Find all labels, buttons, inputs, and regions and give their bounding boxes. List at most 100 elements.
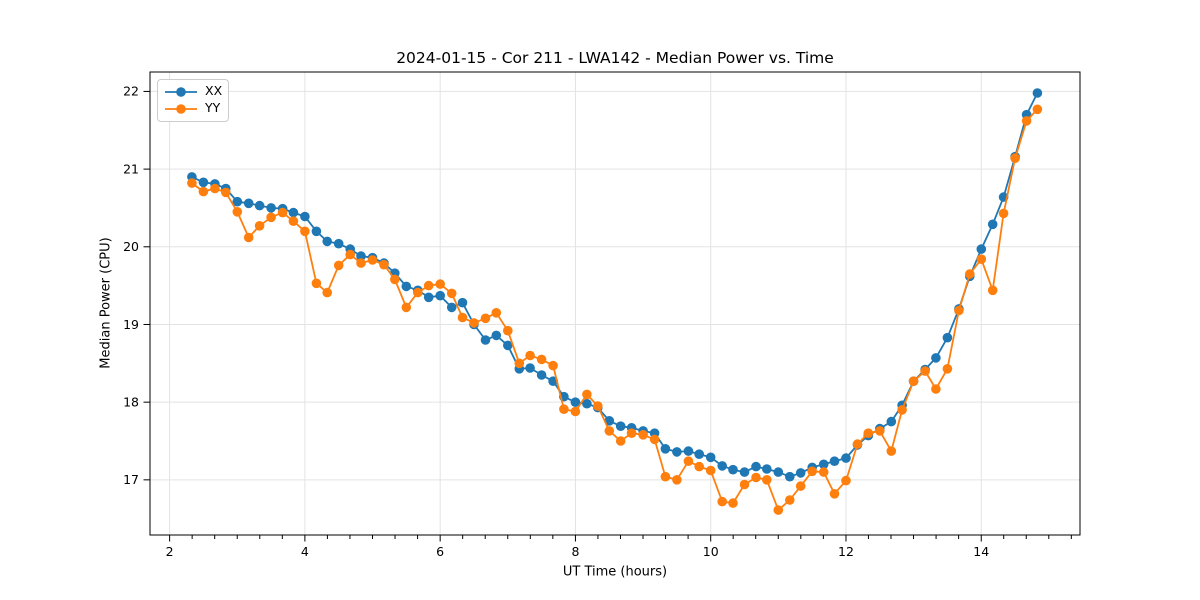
- legend-item-yy: YY: [164, 101, 220, 116]
- data-point-xx: [886, 416, 897, 427]
- data-point-yy: [807, 466, 817, 477]
- data-point-xx: [243, 198, 254, 209]
- data-point-xx: [491, 330, 502, 341]
- data-point-xx: [333, 238, 344, 249]
- data-point-yy: [908, 376, 919, 387]
- data-point-yy: [311, 278, 322, 289]
- data-point-xx: [987, 219, 998, 230]
- data-point-xx: [728, 464, 738, 475]
- legend-label-yy: YY: [205, 100, 221, 116]
- data-point-yy: [198, 186, 209, 197]
- data-point-yy: [379, 259, 389, 270]
- data-point-yy: [356, 258, 366, 268]
- data-point-xx: [536, 370, 547, 380]
- data-point-xx: [322, 236, 333, 247]
- data-point-xx: [300, 211, 310, 222]
- data-point-yy: [931, 384, 941, 394]
- data-point-xx: [660, 444, 671, 454]
- data-point-xx: [446, 302, 457, 313]
- data-point-xx: [356, 251, 366, 261]
- line-marker-icon: [165, 86, 197, 97]
- data-point-yy: [413, 287, 423, 298]
- data-point-xx: [615, 421, 626, 432]
- data-point-xx: [401, 281, 412, 292]
- plot-border: [149, 71, 1081, 536]
- data-point-yy: [954, 305, 964, 316]
- data-point-yy: [525, 350, 535, 361]
- data-point-yy: [446, 288, 457, 299]
- data-point-xx: [672, 447, 682, 457]
- data-point-yy: [232, 207, 243, 217]
- data-point-xx: [818, 459, 829, 470]
- data-point-yy: [277, 207, 288, 218]
- data-point-yy: [728, 498, 738, 508]
- data-point-yy: [345, 249, 356, 260]
- data-point-yy: [987, 285, 998, 296]
- data-point-xx: [762, 464, 772, 474]
- data-point-xx: [785, 471, 795, 482]
- data-point-xx: [198, 177, 209, 188]
- data-point-xx: [480, 335, 491, 345]
- y-tick-label: 21: [123, 161, 139, 176]
- data-point-yy: [582, 389, 592, 400]
- data-point-yy: [187, 178, 197, 188]
- data-point-yy: [863, 428, 874, 439]
- data-point-yy: [1010, 153, 1020, 163]
- data-point-yy: [503, 325, 513, 336]
- data-point-yy: [390, 274, 400, 285]
- data-point-yy: [401, 302, 412, 313]
- data-point-yy: [717, 496, 727, 507]
- data-point-xx: [266, 203, 276, 213]
- data-point-yy: [559, 404, 569, 415]
- data-point-yy: [435, 279, 446, 289]
- data-point-yy: [322, 287, 333, 298]
- data-point-yy: [818, 467, 829, 477]
- y-tick-label: 19: [123, 317, 139, 332]
- data-point-yy: [626, 428, 637, 439]
- x-tick-label: 4: [301, 544, 309, 559]
- data-point-xx: [311, 226, 322, 237]
- data-point-xx: [570, 397, 581, 408]
- line-marker-icon: [165, 103, 197, 114]
- data-point-yy: [604, 426, 615, 436]
- data-point-yy: [615, 436, 626, 446]
- data-point-yy: [875, 426, 885, 436]
- y-tick-label: 20: [123, 239, 139, 254]
- axis-ticks: [143, 90, 1072, 542]
- data-point-xx: [232, 196, 243, 207]
- data-point-xx: [717, 461, 727, 471]
- data-point-yy: [942, 364, 953, 374]
- series-line: [191, 92, 1039, 478]
- data-point-xx: [604, 416, 615, 426]
- data-point-yy: [210, 183, 220, 194]
- data-point-yy: [920, 366, 930, 376]
- data-point-yy: [638, 430, 648, 440]
- chart-title: 2024-01-15 - Cor 211 - LWA142 - Median P…: [396, 49, 834, 67]
- data-point-xx: [942, 332, 953, 343]
- data-point-xx: [503, 340, 513, 351]
- data-point-xx: [795, 468, 806, 478]
- data-point-yy: [333, 260, 344, 271]
- data-point-xx: [457, 297, 468, 308]
- y-axis-label: Median Power (CPU): [98, 237, 114, 369]
- data-point-yy: [1021, 116, 1032, 126]
- x-tick-label: 2: [166, 544, 174, 559]
- x-tick-label: 6: [436, 544, 444, 559]
- data-point-yy: [886, 446, 897, 456]
- data-point-yy: [897, 405, 907, 415]
- data-point-xx: [288, 207, 299, 218]
- data-point-xx: [582, 398, 592, 409]
- legend-label-xx: XX: [205, 83, 223, 99]
- data-point-yy: [694, 461, 704, 472]
- x-axis-label: UT Time (hours): [562, 564, 668, 580]
- data-point-xx: [423, 292, 434, 303]
- data-point-xx: [435, 290, 446, 301]
- data-point-yy: [841, 475, 851, 486]
- data-point-yy: [548, 360, 558, 371]
- data-point-xx: [829, 456, 840, 467]
- data-point-xx: [773, 467, 784, 477]
- data-point-yy: [514, 358, 525, 369]
- gridlines: [150, 72, 1080, 535]
- data-point-yy: [367, 255, 378, 265]
